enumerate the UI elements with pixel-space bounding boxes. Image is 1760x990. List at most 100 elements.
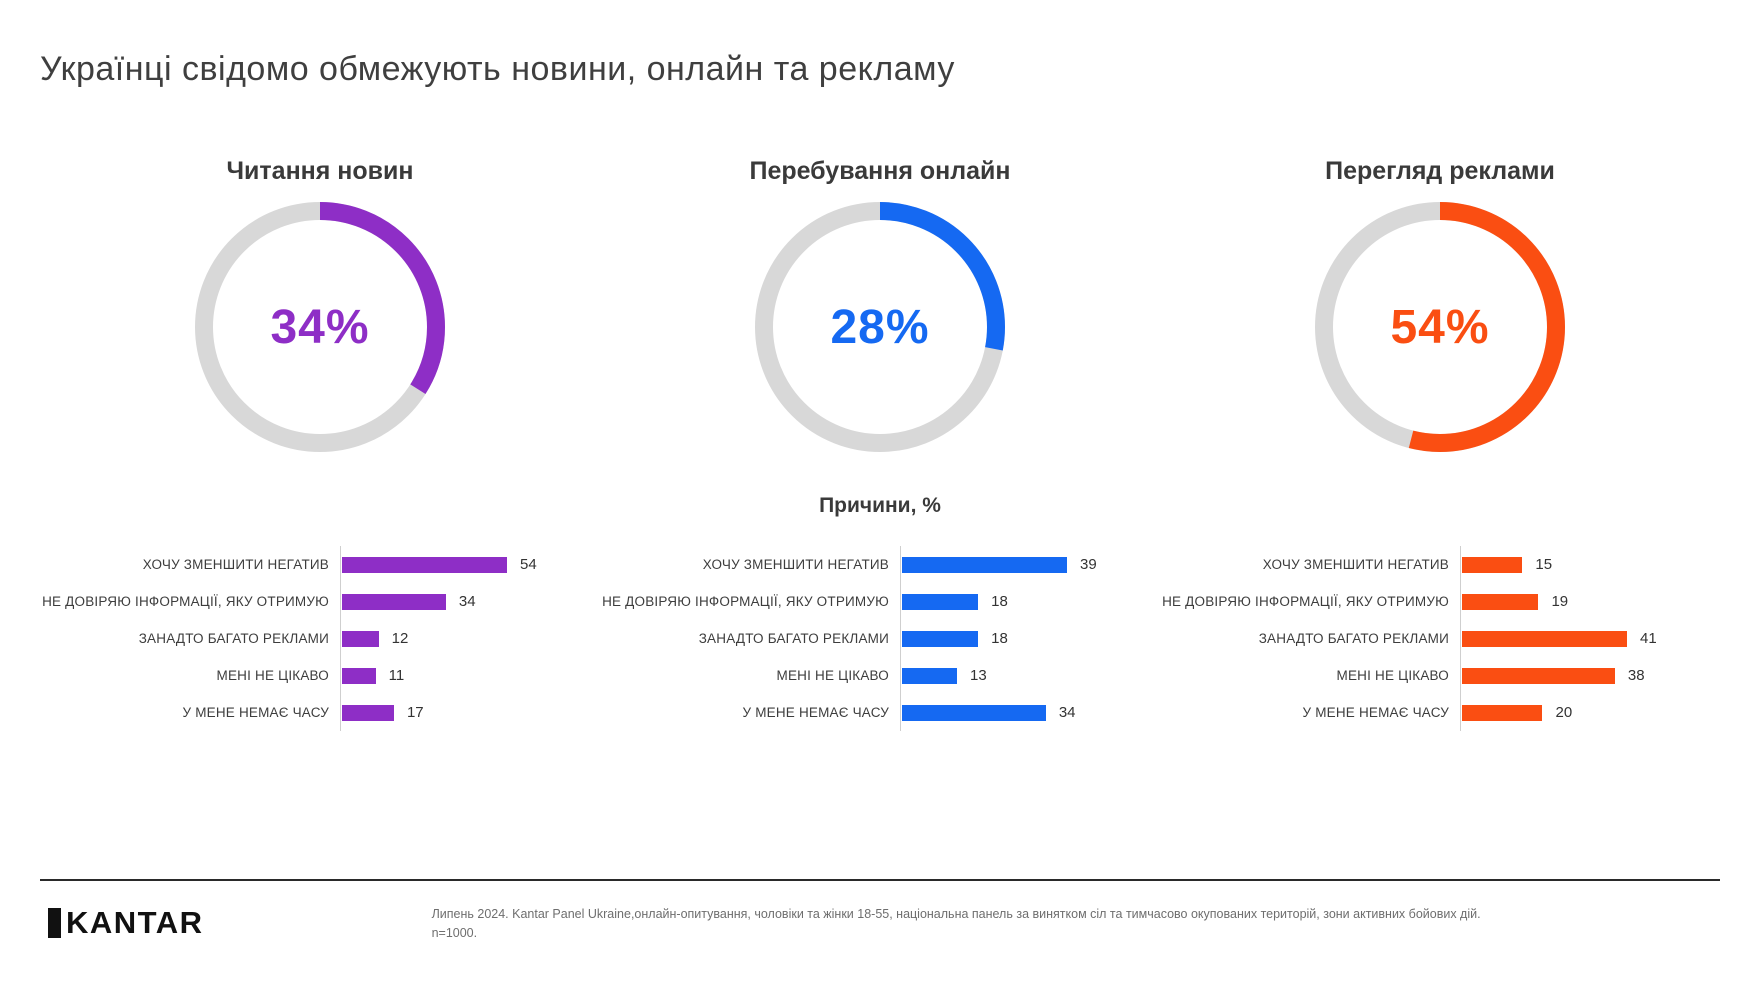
bar (1462, 667, 1615, 684)
donut-svg (195, 202, 445, 452)
bar-value-label: 38 (1627, 667, 1645, 684)
bar-value-label: 54 (520, 556, 537, 573)
donut-value: 34% (270, 300, 370, 354)
bar (1462, 630, 1627, 647)
bar-category-label: НЕ ДОВІРЯЮ ІНФОРМАЦІЇ, ЯКУ ОТРИМУЮ (1162, 594, 1449, 609)
bar (902, 667, 957, 684)
bar (902, 593, 979, 610)
bar-category-label: ХОЧУ ЗМЕНШИТИ НЕГАТИВ (1262, 557, 1449, 572)
bar-row: МЕНІ НЕ ЦІКАВО 38 (1160, 657, 1720, 694)
bar-category-label: ХОЧУ ЗМЕНШИТИ НЕГАТИВ (702, 557, 889, 572)
bar-row: У МЕНЕ НЕМАЄ ЧАСУ 34 (600, 694, 1160, 731)
bar-value-label: 41 (1640, 630, 1657, 647)
bar-plot-area: 39 (900, 546, 1160, 583)
bar-plot-area: 20 (1460, 694, 1720, 731)
bar-plot-area: 38 (1460, 657, 1720, 694)
donut-charts-row: Читання новин 34% Перебування онлайн 28%… (40, 89, 1720, 452)
bar-plot-area: 17 (340, 694, 600, 731)
donut-chart-ads-viewing: 54% (1315, 202, 1565, 452)
bar-category-label: МЕНІ НЕ ЦІКАВО (776, 668, 889, 683)
bar (342, 667, 376, 684)
bar-row: ЗАНАДТО БАГАТО РЕКЛАМИ 12 (40, 620, 600, 657)
bar (902, 556, 1067, 573)
bar-plot-area: 41 (1460, 620, 1720, 657)
bar (902, 630, 979, 647)
donut-value: 54% (1390, 300, 1490, 354)
bar-row: НЕ ДОВІРЯЮ ІНФОРМАЦІЇ, ЯКУ ОТРИМУЮ 34 (40, 583, 600, 620)
bar-plot-area: 18 (900, 583, 1160, 620)
column-heading: Читання новин (226, 157, 414, 185)
bar-plot-area: 19 (1460, 583, 1720, 620)
bar-category-label: ЗАНАДТО БАГАТО РЕКЛАМИ (138, 631, 329, 646)
column-heading: Перегляд реклами (1325, 157, 1555, 185)
bar-category-label: НЕ ДОВІРЯЮ ІНФОРМАЦІЇ, ЯКУ ОТРИМУЮ (42, 594, 329, 609)
reasons-heading: Причини, % (819, 494, 941, 517)
bar-row: У МЕНЕ НЕМАЄ ЧАСУ 20 (1160, 694, 1720, 731)
footer-divider (40, 879, 1720, 881)
bar-category-label: ЗАНАДТО БАГАТО РЕКЛАМИ (698, 631, 889, 646)
bar-chart-online-time: ХОЧУ ЗМЕНШИТИ НЕГАТИВ 39 НЕ ДОВІРЯЮ ІНФО… (600, 546, 1160, 731)
chart-column-news-reading: Читання новин 34% (40, 89, 600, 452)
column-heading: Перебування онлайн (749, 157, 1011, 185)
bar-row: ХОЧУ ЗМЕНШИТИ НЕГАТИВ 39 (600, 546, 1160, 583)
donut-value: 28% (830, 300, 930, 354)
bar-row: МЕНІ НЕ ЦІКАВО 11 (40, 657, 600, 694)
bar-plot-area: 11 (340, 657, 600, 694)
bar-row: У МЕНЕ НЕМАЄ ЧАСУ 17 (40, 694, 600, 731)
bar (902, 704, 1046, 721)
bar-plot-area: 15 (1460, 546, 1720, 583)
bar-value-label: 20 (1555, 704, 1573, 721)
bar (1462, 593, 1539, 610)
bar-category-label: У МЕНЕ НЕМАЄ ЧАСУ (1302, 705, 1449, 720)
kantar-logo: KANTAR (48, 905, 204, 941)
bar-value-label: 15 (1535, 556, 1553, 573)
bar (342, 704, 394, 721)
donut-chart-online-time: 28% (755, 202, 1005, 452)
bar-row: ХОЧУ ЗМЕНШИТИ НЕГАТИВ 54 (40, 546, 600, 583)
bar-charts-row: ХОЧУ ЗМЕНШИТИ НЕГАТИВ 54 НЕ ДОВІРЯЮ ІНФО… (40, 546, 1720, 731)
bar-chart-news-reading: ХОЧУ ЗМЕНШИТИ НЕГАТИВ 54 НЕ ДОВІРЯЮ ІНФО… (40, 546, 600, 731)
footer: KANTAR Липень 2024. Kantar Panel Ukraine… (48, 905, 1720, 943)
bar-row: НЕ ДОВІРЯЮ ІНФОРМАЦІЇ, ЯКУ ОТРИМУЮ 18 (600, 583, 1160, 620)
bar-plot-area: 54 (340, 546, 600, 583)
bar-value-label: 11 (388, 667, 405, 684)
page-title: Українці свідомо обмежують новини, онлай… (40, 50, 955, 88)
bar-row: НЕ ДОВІРЯЮ ІНФОРМАЦІЇ, ЯКУ ОТРИМУЮ 19 (1160, 583, 1720, 620)
bar-category-label: У МЕНЕ НЕМАЄ ЧАСУ (182, 705, 329, 720)
donut-arc (755, 202, 1005, 452)
bar-category-label: МЕНІ НЕ ЦІКАВО (1336, 668, 1449, 683)
bar (342, 556, 507, 573)
bar (342, 630, 379, 647)
bar-value-label: 34 (1058, 704, 1076, 721)
bar-row: ЗАНАДТО БАГАТО РЕКЛАМИ 41 (1160, 620, 1720, 657)
bar-plot-area: 34 (900, 694, 1160, 731)
bar-value-label: 34 (458, 593, 476, 610)
bar-value-label: 12 (391, 630, 409, 647)
bar-category-label: ХОЧУ ЗМЕНШИТИ НЕГАТИВ (142, 557, 329, 572)
bar-plot-area: 18 (900, 620, 1160, 657)
bar (1462, 556, 1523, 573)
chart-column-online-time: Перебування онлайн 28% (600, 89, 1160, 452)
bar (342, 593, 446, 610)
donut-arc (1315, 202, 1565, 452)
bar-category-label: НЕ ДОВІРЯЮ ІНФОРМАЦІЇ, ЯКУ ОТРИМУЮ (602, 594, 889, 609)
bar-value-label: 13 (970, 667, 987, 684)
bar-row: МЕНІ НЕ ЦІКАВО 13 (600, 657, 1160, 694)
bar-value-label: 18 (991, 630, 1008, 647)
bar-value-label: 18 (991, 593, 1008, 610)
bar-value-label: 39 (1080, 556, 1097, 573)
bar-category-label: У МЕНЕ НЕМАЄ ЧАСУ (742, 705, 889, 720)
donut-svg (755, 202, 1005, 452)
donut-svg (1315, 202, 1565, 452)
source-text: Липень 2024. Kantar Panel Ukraine,онлайн… (431, 907, 1481, 940)
bar-plot-area: 34 (340, 583, 600, 620)
bar-row: ХОЧУ ЗМЕНШИТИ НЕГАТИВ 15 (1160, 546, 1720, 583)
bar (1462, 704, 1543, 721)
bar-chart-ads-viewing: ХОЧУ ЗМЕНШИТИ НЕГАТИВ 15 НЕ ДОВІРЯЮ ІНФО… (1160, 546, 1720, 731)
bar-value-label: 17 (406, 704, 424, 721)
chart-column-ads-viewing: Перегляд реклами 54% (1160, 89, 1720, 452)
kantar-logo-text: KANTAR (66, 905, 204, 940)
bar-category-label: ЗАНАДТО БАГАТО РЕКЛАМИ (1258, 631, 1449, 646)
bar-category-label: МЕНІ НЕ ЦІКАВО (216, 668, 329, 683)
